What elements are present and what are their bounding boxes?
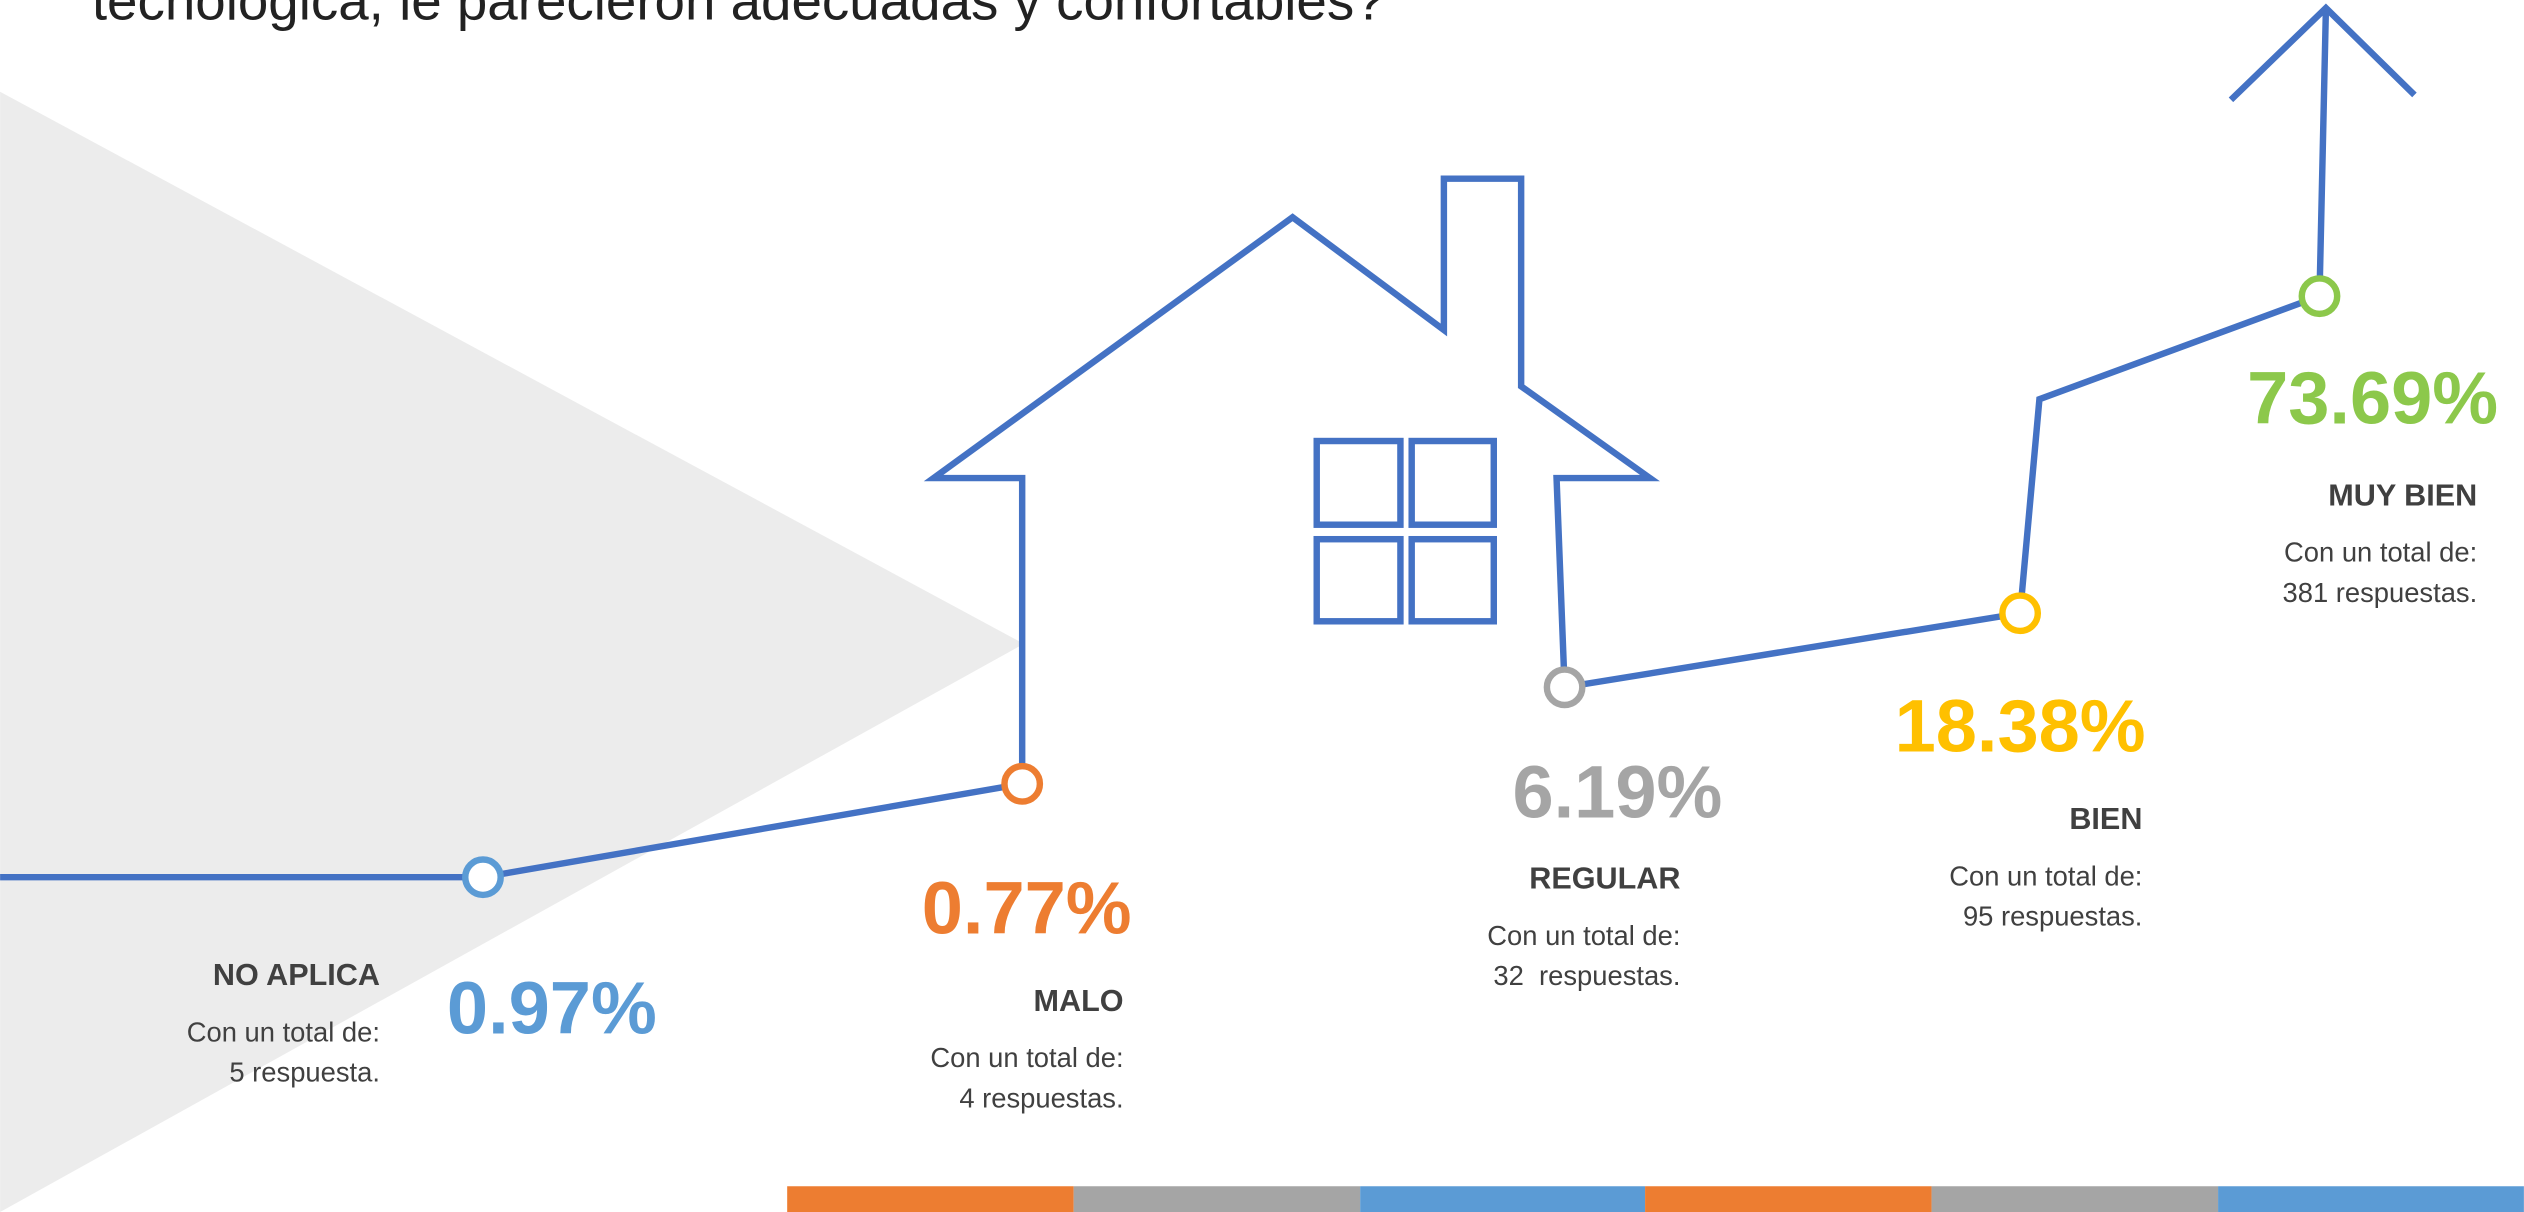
bar-segment bbox=[1360, 1186, 1646, 1212]
total-text: Con un total de: bbox=[1487, 920, 1680, 951]
bottom-bar bbox=[787, 1186, 2524, 1212]
window bbox=[1313, 437, 1404, 528]
count-text: 32 respuestas. bbox=[1493, 960, 1680, 991]
node bbox=[1999, 592, 2042, 635]
node bbox=[462, 856, 504, 899]
total-text: Con un total de: bbox=[930, 1042, 1123, 1073]
count-text: 95 respuestas. bbox=[1963, 900, 2142, 931]
category-label: MUY BIEN bbox=[2328, 478, 2477, 512]
node bbox=[1543, 666, 1586, 709]
total-text: Con un total de: bbox=[187, 1016, 380, 1047]
window bbox=[1408, 535, 1497, 625]
percent: 0.97% bbox=[447, 966, 657, 1049]
bar-segment bbox=[787, 1186, 1074, 1212]
count-text: 4 respuestas. bbox=[959, 1082, 1123, 1113]
bar-segment bbox=[1073, 1186, 1361, 1212]
count-text: 5 respuesta. bbox=[229, 1057, 380, 1088]
node bbox=[2298, 275, 2341, 318]
bar-segment bbox=[1645, 1186, 1932, 1212]
window bbox=[1408, 437, 1497, 528]
category-label: MALO bbox=[1034, 984, 1124, 1018]
title: tecnológica, le parecieron adecuadas y c… bbox=[92, 0, 1385, 31]
percent: 0.77% bbox=[922, 867, 1132, 950]
category-label: NO APLICA bbox=[213, 958, 380, 992]
node bbox=[1001, 762, 1044, 805]
total-text: Con un total de: bbox=[1949, 860, 2142, 891]
percent: 73.69% bbox=[2247, 356, 2498, 439]
category-label: REGULAR bbox=[1529, 861, 1680, 895]
house-line bbox=[0, 3, 2417, 881]
arrow-head bbox=[2228, 3, 2417, 103]
total-text: Con un total de: bbox=[2284, 537, 2477, 568]
category-label: BIEN bbox=[2069, 802, 2142, 836]
percent: 6.19% bbox=[1512, 751, 1722, 834]
bar-segment bbox=[2218, 1186, 2524, 1212]
bar-segment bbox=[1931, 1186, 2219, 1212]
percent: 18.38% bbox=[1895, 685, 2146, 768]
count-text: 381 respuestas. bbox=[2283, 577, 2478, 608]
path-line bbox=[0, 7, 2330, 881]
window bbox=[1313, 535, 1404, 625]
background-triangle bbox=[0, 91, 1024, 1212]
